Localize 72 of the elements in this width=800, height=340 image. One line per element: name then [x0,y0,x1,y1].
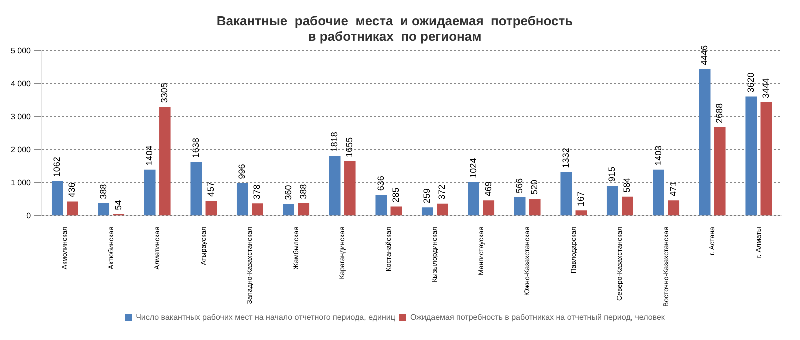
bar [530,198,541,216]
data-label: 471 [668,182,678,197]
data-label: 285 [390,188,401,203]
data-label: 4446 [700,45,710,66]
data-label: 3444 [760,78,771,99]
data-label: 457 [206,182,216,198]
bar [190,162,202,216]
bar [236,183,248,216]
bar [144,170,156,216]
bar [714,127,726,216]
data-label: 2688 [714,103,725,124]
data-label: 1655 [344,138,355,158]
data-label: 469 [483,182,494,197]
y-tick-label: 1 000 [10,178,32,188]
data-label: 1818 [330,132,340,152]
data-label: 1024 [468,158,478,178]
bar [622,196,634,216]
data-label: 378 [252,184,262,200]
data-label: 996 [237,164,248,180]
bar [98,203,110,216]
bar [437,204,448,216]
bar [668,200,680,216]
data-label: 1062 [52,157,62,178]
bar [576,210,588,216]
y-tick-label: 5 000 [10,46,32,56]
data-label: 915 [607,166,618,182]
bar [606,186,618,216]
y-tick-label: 3 000 [10,112,32,122]
bar [468,182,480,216]
bar [67,202,78,216]
bar [283,204,295,216]
y-tick-label: 4 000 [10,79,32,88]
y-tick-label: 2 000 [10,145,32,154]
legend-label: Ожидаемая потребность в работниках на отчетный период, человек [410,313,666,322]
bar [560,172,572,216]
data-label: 636 [376,176,386,192]
y-tick-label: 0 [26,211,32,220]
data-label: 1332 [560,148,571,168]
data-label: 584 [622,178,632,193]
chart-title: Вакантные рабочие места и ожидаемая потребность в работниках по регионам [216,13,574,44]
bar [206,201,218,216]
bar [344,162,356,216]
bar [653,170,664,216]
data-label: 388 [298,184,308,200]
data-label: 259 [422,188,432,204]
data-label: 167 [576,192,586,207]
data-label: 520 [530,180,540,195]
legend-label: Число вакантных рабочих мест на начало отчетного периода, единиц [136,313,396,322]
bar [376,195,388,216]
bar [746,96,757,216]
bar [699,69,711,216]
data-label: 1404 [144,146,155,166]
data-label: 360 [283,185,294,200]
bar [422,208,434,216]
bar [298,203,310,216]
bar [514,197,526,216]
data-label: 1403 [653,146,664,166]
data-label: 566 [514,178,525,194]
bar [160,107,171,216]
data-label: 388 [98,184,108,200]
data-label: 372 [437,184,448,200]
data-label: 1638 [190,138,201,158]
bar [760,102,772,216]
data-label: 3305 [160,83,170,104]
bar [52,181,64,216]
bar [252,204,264,216]
data-label: 54 [113,200,124,210]
bar [329,156,341,216]
bar [483,200,495,216]
bar [390,206,402,216]
data-label: 436 [67,182,78,198]
data-label: 3620 [746,72,756,93]
